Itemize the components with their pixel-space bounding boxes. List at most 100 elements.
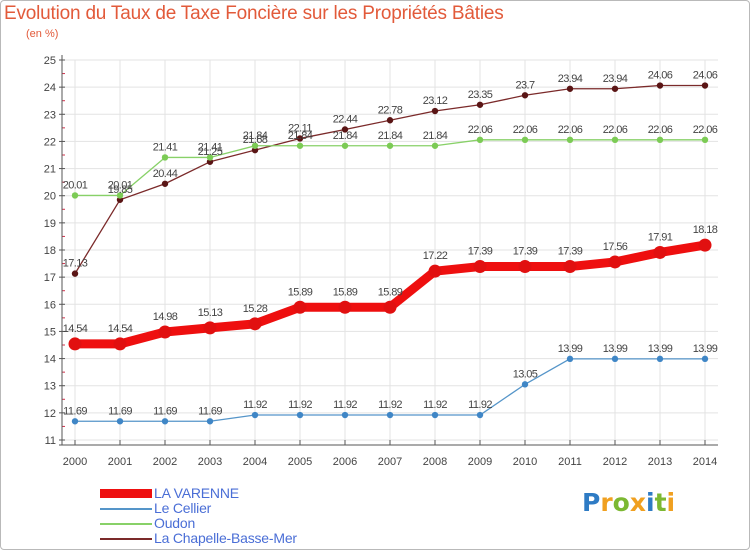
y-tick-label: 11 <box>45 435 56 447</box>
data-label-la-chapelle-basse-mer: 24.06 <box>648 70 673 82</box>
x-tick-label: 2012 <box>603 456 627 468</box>
data-point-la-varenne <box>428 264 442 278</box>
data-label-la-chapelle-basse-mer: 23.7 <box>515 79 534 91</box>
data-label-le-cellier: 11.92 <box>468 399 492 411</box>
data-labels: 17.13 19.85 20.44 21.25 21.68 22.11 22.44 22.78… <box>63 70 719 418</box>
data-label-la-chapelle-basse-mer: 17.13 <box>63 258 88 270</box>
data-point-oudon <box>296 142 304 149</box>
data-label-le-cellier: 11.92 <box>243 399 267 411</box>
data-label-le-cellier: 13.99 <box>603 343 628 355</box>
data-point-oudon <box>431 142 439 149</box>
data-point-oudon <box>251 142 259 149</box>
data-point-oudon <box>386 142 394 149</box>
data-point-la-chapelle-basse-mer <box>476 101 484 108</box>
data-point-la-chapelle-basse-mer <box>701 82 709 89</box>
data-point-le-cellier <box>476 411 484 419</box>
line-chart: 11 12 13 14 15 16 17 18 19 20 21 22 23 24 25 2000 2001 20… <box>44 55 719 468</box>
data-point-la-chapelle-basse-mer <box>161 180 169 187</box>
data-point-le-cellier <box>431 411 439 419</box>
data-point-le-cellier <box>116 418 124 425</box>
data-label-le-cellier: 13.99 <box>693 343 718 355</box>
x-tick-label: 2008 <box>423 456 447 468</box>
data-point-la-varenne <box>248 317 262 331</box>
data-label-oudon: 22.06 <box>603 124 628 136</box>
y-tick-label: 23 <box>44 109 56 121</box>
data-point-le-cellier <box>611 355 619 363</box>
data-label-oudon: 21.84 <box>288 130 313 142</box>
data-label-la-varenne: 17.39 <box>558 246 583 258</box>
data-label-le-cellier: 13.99 <box>648 343 673 355</box>
data-label-le-cellier: 11.92 <box>423 399 447 411</box>
legend-swatch-oudon <box>100 523 152 525</box>
grid-lines <box>62 59 718 441</box>
legend-item-le-cellier: Le Cellier <box>100 501 400 516</box>
y-tick-label: 21 <box>44 164 56 176</box>
y-tick-label: 16 <box>44 299 56 311</box>
data-label-le-cellier: 13.05 <box>513 368 538 380</box>
data-point-oudon <box>161 154 169 161</box>
data-point-la-chapelle-basse-mer <box>71 270 79 277</box>
data-label-le-cellier: 11.92 <box>333 399 357 411</box>
data-point-le-cellier <box>521 381 529 388</box>
data-label-oudon: 20.01 <box>63 179 88 191</box>
data-label-la-varenne: 15.89 <box>333 286 358 298</box>
proxiti-logo: Proxiti <box>582 488 675 517</box>
data-label-la-varenne: 15.89 <box>288 286 313 298</box>
data-label-le-cellier: 11.69 <box>63 405 87 417</box>
logo-letter: x <box>629 488 646 517</box>
y-tick-label: 15 <box>44 326 56 338</box>
data-label-le-cellier: 11.69 <box>198 405 222 417</box>
data-label-la-chapelle-basse-mer: 22.78 <box>378 104 403 116</box>
y-tick-label: 18 <box>44 245 56 257</box>
y-tick-label: 24 <box>44 82 56 94</box>
data-point-le-cellier <box>386 411 394 419</box>
x-tick-label: 2007 <box>378 456 402 468</box>
data-point-la-chapelle-basse-mer <box>386 117 394 124</box>
data-point-la-varenne <box>68 337 82 351</box>
data-label-oudon: 21.84 <box>243 130 268 142</box>
data-point-la-chapelle-basse-mer <box>296 135 304 142</box>
y-tick-label: 14 <box>44 354 56 366</box>
data-label-la-varenne: 18.18 <box>693 224 718 236</box>
data-label-la-chapelle-basse-mer: 24.06 <box>693 70 718 82</box>
data-point-la-varenne <box>113 337 127 351</box>
data-point-la-chapelle-basse-mer <box>341 126 349 133</box>
data-point-le-cellier <box>701 355 709 363</box>
x-tick-label: 2009 <box>468 456 492 468</box>
legend-swatch-la-chapelle-basse-mer <box>100 538 152 540</box>
data-label-oudon: 21.84 <box>333 130 358 142</box>
data-point-oudon <box>656 136 664 143</box>
y-tick-label: 17 <box>44 272 56 284</box>
data-point-oudon <box>71 192 79 199</box>
legend-label-oudon: Oudon <box>154 515 196 531</box>
data-point-le-cellier <box>296 411 304 419</box>
data-label-la-chapelle-basse-mer: 22.44 <box>333 113 358 125</box>
data-label-la-varenne: 17.56 <box>603 241 628 253</box>
y-tick-label: 12 <box>44 408 56 420</box>
data-label-le-cellier: 11.69 <box>108 405 132 417</box>
data-label-la-chapelle-basse-mer: 22.11 <box>288 122 312 134</box>
data-point-la-varenne <box>293 300 307 314</box>
data-label-oudon: 21.41 <box>153 141 178 153</box>
data-label-la-chapelle-basse-mer: 21.25 <box>198 146 223 158</box>
data-point-la-chapelle-basse-mer <box>566 85 574 92</box>
data-label-oudon: 22.06 <box>648 124 673 136</box>
axes: 11 12 13 14 15 16 17 18 19 20 21 22 23 24 25 2000 2001 20… <box>44 55 718 468</box>
data-label-la-varenne: 15.28 <box>243 303 268 315</box>
data-label-la-chapelle-basse-mer: 20.44 <box>153 168 178 180</box>
y-tick-label: 20 <box>44 191 56 203</box>
data-label-la-chapelle-basse-mer: 19.85 <box>108 184 133 196</box>
data-label-la-chapelle-basse-mer: 23.94 <box>558 73 583 85</box>
data-point-oudon <box>566 136 574 143</box>
x-tick-label: 2014 <box>693 456 717 468</box>
series-group <box>68 82 712 425</box>
data-point-la-varenne <box>473 260 487 274</box>
data-label-la-chapelle-basse-mer: 23.94 <box>603 73 628 85</box>
data-label-la-chapelle-basse-mer: 23.35 <box>468 89 493 101</box>
data-label-la-varenne: 14.98 <box>153 311 178 323</box>
data-label-la-chapelle-basse-mer: 21.68 <box>243 134 268 146</box>
data-point-la-varenne <box>203 321 217 335</box>
logo-letter: P <box>582 488 601 517</box>
data-point-oudon <box>206 154 214 161</box>
